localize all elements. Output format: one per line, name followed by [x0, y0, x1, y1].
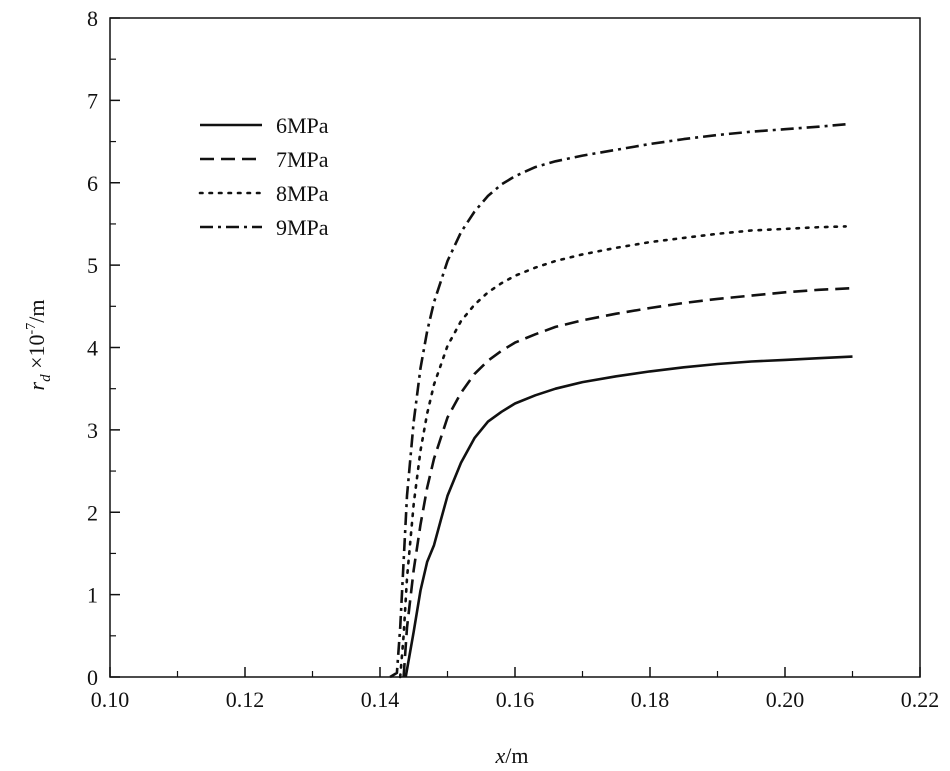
legend-label-6mpa: 6MPa: [276, 113, 329, 138]
y-axis-label-factor: ×10: [24, 334, 49, 374]
x-axis-label-var: x: [495, 743, 506, 768]
plot-frame: [109, 17, 921, 678]
chart-axes: [109, 17, 921, 678]
y-tick-label: 3: [87, 418, 98, 443]
series-line-6mpa: [404, 355, 853, 678]
y-tick-label: 4: [87, 336, 98, 361]
series-line-7mpa: [402, 286, 853, 678]
chart-legend: 6MPa 7MPa 8MPa 9MPa: [198, 113, 329, 240]
x-tick-label: 0.20: [766, 687, 805, 712]
y-tick-label: 1: [87, 583, 98, 608]
legend-label-7mpa: 7MPa: [276, 147, 329, 172]
y-tick-label: 0: [87, 665, 98, 690]
y-tick-label: 6: [87, 171, 98, 196]
y-tick-label: 8: [87, 6, 98, 31]
series-line-8mpa: [398, 225, 848, 679]
x-tick-label: 0.10: [91, 687, 130, 712]
y-axis-label: rd ×10-7/m: [24, 300, 54, 391]
x-tick-label: 0.14: [361, 687, 400, 712]
chart-ticks: 0.10 0.12 0.14 0.16 0.18 0.20 0.22 0 1 2 3 4 5 6 7 8: [87, 6, 939, 712]
x-tick-label: 0.22: [901, 687, 940, 712]
y-axis-label-var: r: [24, 381, 49, 390]
y-axis-label-unit: /m: [24, 300, 49, 323]
x-tick-label: 0.18: [631, 687, 670, 712]
y-tick-label: 7: [87, 88, 98, 113]
x-axis-label-unit: /m: [505, 743, 528, 768]
y-tick-label: 2: [87, 500, 98, 525]
x-axis-label: x/m: [495, 743, 529, 768]
x-tick-label: 0.12: [226, 687, 265, 712]
legend-label-8mpa: 8MPa: [276, 181, 329, 206]
series-line-9mpa: [389, 123, 846, 679]
x-tick-label: 0.16: [496, 687, 535, 712]
y-axis-label-sub: d: [38, 374, 54, 382]
y-tick-label: 5: [87, 253, 98, 278]
y-axis-label-exp: -7: [24, 323, 39, 335]
chart-series-group: [389, 123, 853, 679]
legend-label-9mpa: 9MPa: [276, 215, 329, 240]
